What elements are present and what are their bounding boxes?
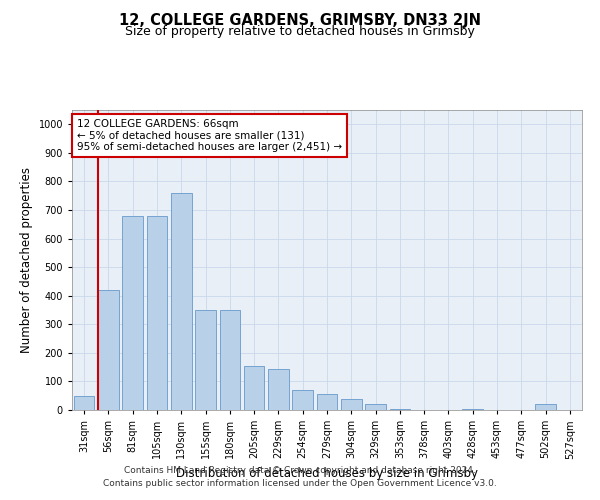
Bar [317,394,337,410]
Bar [220,310,240,410]
Bar [292,390,313,410]
Y-axis label: Number of detached properties: Number of detached properties [20,167,33,353]
Bar [535,404,556,410]
Bar [389,408,410,410]
Bar [341,398,362,410]
Text: 12, COLLEGE GARDENS, GRIMSBY, DN33 2JN: 12, COLLEGE GARDENS, GRIMSBY, DN33 2JN [119,12,481,28]
Bar [74,396,94,410]
Text: Size of property relative to detached houses in Grimsby: Size of property relative to detached ho… [125,25,475,38]
Bar [122,216,143,410]
Bar [171,193,191,410]
Bar [463,408,483,410]
Text: 12 COLLEGE GARDENS: 66sqm
← 5% of detached houses are smaller (131)
95% of semi-: 12 COLLEGE GARDENS: 66sqm ← 5% of detach… [77,119,342,152]
Bar [98,290,119,410]
Text: Contains HM Land Registry data © Crown copyright and database right 2024.
Contai: Contains HM Land Registry data © Crown c… [103,466,497,487]
Bar [195,310,216,410]
Bar [146,216,167,410]
X-axis label: Distribution of detached houses by size in Grimsby: Distribution of detached houses by size … [176,467,478,480]
Bar [365,404,386,410]
Bar [244,366,265,410]
Bar [268,368,289,410]
